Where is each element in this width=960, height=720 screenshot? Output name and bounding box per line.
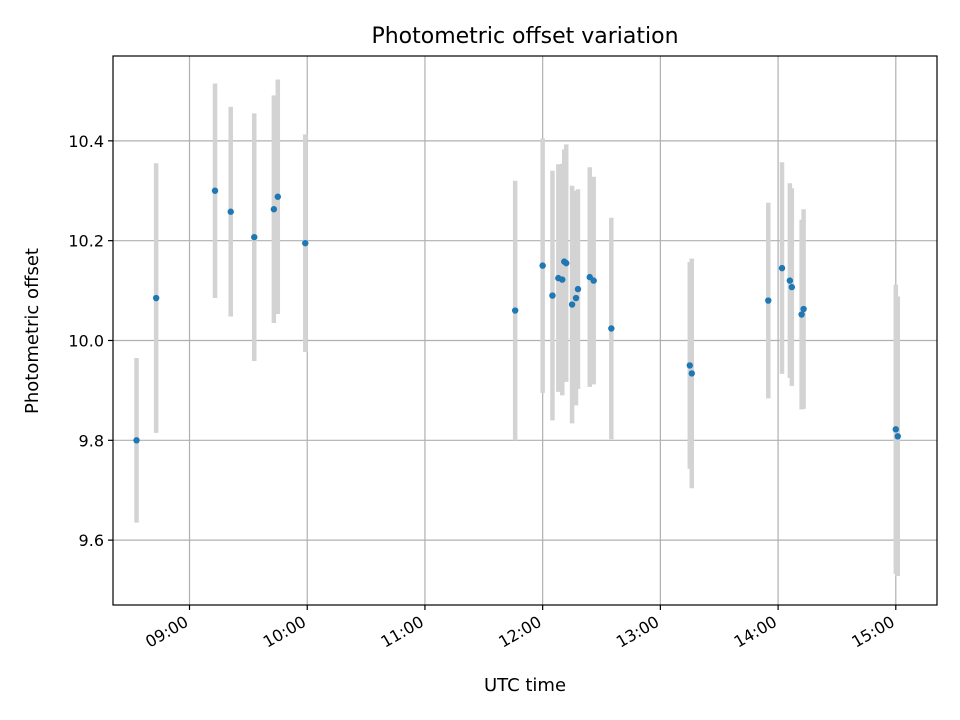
chart-title: Photometric offset variation: [371, 24, 678, 49]
data-point: [686, 362, 693, 369]
data-point: [152, 294, 160, 302]
data-point: [894, 433, 901, 440]
data-point: [133, 437, 140, 444]
x-tick-label: 14:00: [731, 612, 780, 652]
data-point: [788, 283, 796, 291]
x-tick-label: 13:00: [613, 612, 662, 652]
axis-ticks: 09:00 10:00 11:00 12:00 13:00 14:00 15:00 9.6 9.…: [68, 132, 897, 652]
data-point: [568, 301, 576, 308]
data-point: [251, 233, 258, 241]
error-bars: [134, 79, 901, 577]
data-point: [559, 276, 566, 283]
data-point: [798, 311, 805, 318]
x-tick-label: 11:00: [378, 612, 427, 652]
data-point: [539, 262, 546, 269]
data-point: [549, 292, 556, 299]
x-tick-label: 10:00: [260, 612, 309, 652]
data-point: [786, 277, 794, 284]
y-axis-label: Photometric offset: [22, 248, 43, 414]
x-tick-label: 15:00: [848, 612, 897, 652]
y-tick-label: 10.4: [68, 132, 104, 151]
data-point: [800, 305, 807, 313]
plot-frame: [112, 55, 938, 606]
data-point: [270, 206, 278, 213]
data-point: [563, 259, 570, 267]
data-point: [511, 307, 519, 314]
data-point: [688, 370, 695, 377]
data-point: [590, 277, 597, 284]
y-tick-label: 9.8: [79, 431, 104, 450]
x-tick-label: 09:00: [142, 612, 191, 652]
data-point: [892, 426, 899, 433]
data-point: [778, 264, 786, 272]
data-point: [302, 239, 309, 247]
data-point: [574, 285, 582, 293]
x-axis-label: UTC time: [484, 675, 566, 696]
x-tick-label: 12:00: [495, 612, 544, 652]
y-tick-label: 10.0: [68, 331, 104, 350]
data-point: [608, 325, 615, 332]
data-point: [211, 187, 219, 194]
data-point: [274, 193, 281, 200]
data-points: [133, 187, 901, 444]
data-point: [572, 294, 580, 302]
data-point: [227, 208, 234, 215]
y-tick-label: 9.6: [79, 531, 104, 550]
y-tick-label: 10.2: [68, 232, 104, 251]
grid-lines: [113, 56, 937, 605]
data-point: [765, 297, 772, 304]
